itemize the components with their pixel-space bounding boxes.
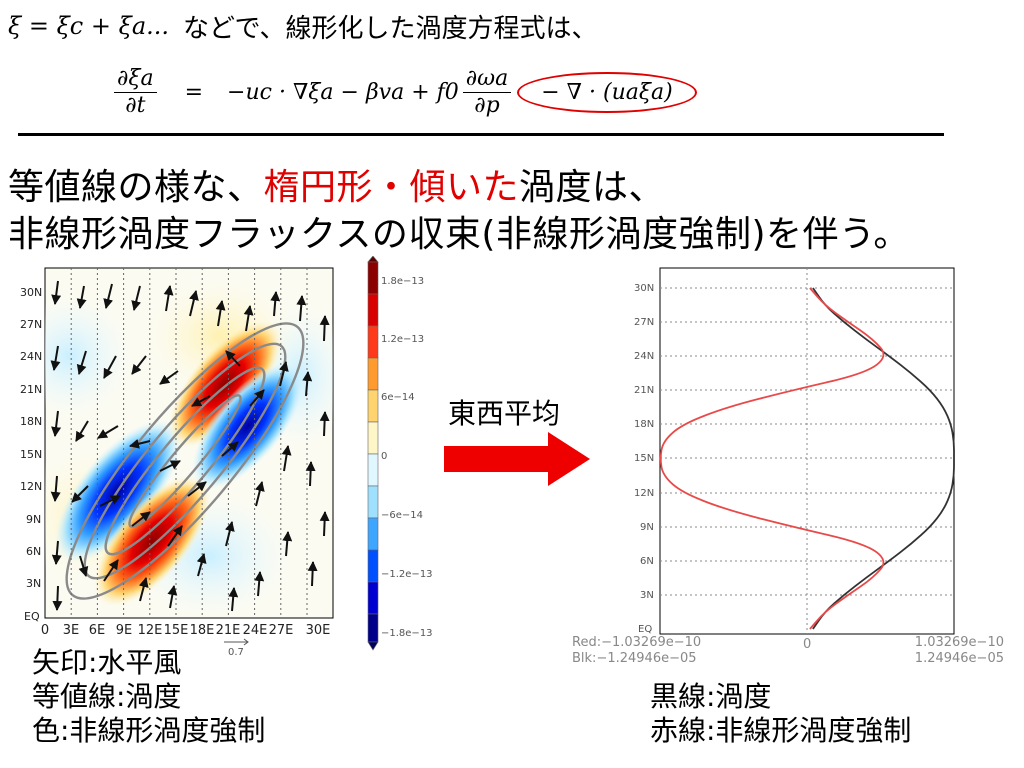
colorbar: 1.8e−13 1.2e−13 6e−14 0 −6e−14 −1.2e−13 … [367, 256, 433, 651]
profile-range-labels: Red:−1.03269e−10 Blk:−1.24946e−05 0 1.03… [572, 635, 1004, 666]
vector-reference: 0.7 [224, 638, 249, 658]
lhs-denominator: ∂t [125, 92, 146, 118]
blk-range-label: Blk:−1.24946e−05 [572, 651, 697, 666]
cbar-label-3: 6e−14 [381, 392, 415, 403]
right-captions: 黒線:渦度 赤線:非線形渦度強制 [650, 680, 911, 748]
map-ytick-15N: 15N [20, 448, 42, 461]
prof-ytick-30N: 30N [634, 283, 654, 294]
map-ytick-12N: 12N [20, 480, 42, 493]
map-xtick-9E: 9E [116, 623, 133, 638]
profile-y-ticks: 30N 27N 24N 21N 18N 15N 12N 9N 6N 3N EQ [634, 283, 654, 635]
rhs-numerator: ∂ωa [462, 66, 512, 93]
headline-2: 非線形渦度フラックスの収束(非線形渦度強制)を伴う。 [8, 214, 910, 255]
prof-ytick-24N: 24N [634, 351, 654, 362]
map-ytick-27N: 27N [20, 318, 42, 331]
headline-1b: 渦度は、 [519, 167, 666, 208]
cbar-label-2: 1.2e−13 [381, 334, 424, 345]
wind-arrows [50, 280, 330, 612]
intro-line: ξ = ξc + ξa... などで、線形化した渦度方程式は、 [8, 6, 597, 46]
prof-ytick-27N: 27N [634, 317, 654, 328]
map-ytick-EQ: EQ [24, 610, 40, 623]
prof-ytick-21N: 21N [634, 385, 654, 396]
lhs-fraction: ∂ξa ∂t [114, 66, 157, 118]
rhs-terms: −uc · ∇ξa − βva + f0 [227, 79, 459, 105]
prof-ytick-EQ: EQ [638, 624, 652, 635]
divider-line [18, 133, 944, 136]
map-xtick-18E: 18E [190, 623, 215, 638]
vector-ref-label: 0.7 [228, 647, 244, 658]
prof-ytick-18N: 18N [634, 419, 654, 430]
vorticity-map-plot: 30N 27N 24N 21N 18N 15N 12N 9N 6N 3N EQ … [20, 267, 334, 658]
map-x-ticks: 0 3E 6E 9E 12E 15E 18E 21E 24E 27E 30E [41, 623, 331, 638]
headline-1a: 等値線の様な、 [8, 167, 264, 208]
headline-line-1: 等値線の様な、楕円形・傾いた渦度は、 [8, 158, 665, 210]
map-xtick-27E: 27E [269, 623, 294, 638]
left-captions: 矢印:水平風 等値線:渦度 色:非線形渦度強制 [32, 646, 265, 748]
cbar-label-4: 0 [381, 451, 387, 462]
colorbar-labels: 1.8e−13 1.2e−13 6e−14 0 −6e−14 −1.2e−13 … [381, 276, 433, 639]
red-max-label: 1.03269e−10 [915, 635, 1004, 650]
pos-anomaly-upper [168, 320, 282, 448]
map-xtick-24E: 24E [243, 623, 268, 638]
prof-ytick-6N: 6N [640, 556, 654, 567]
vorticity-contours [65, 322, 305, 600]
map-ytick-9N: 9N [26, 513, 41, 526]
prof-ytick-3N: 3N [640, 590, 654, 601]
cbar-label-5: −6e−14 [381, 510, 423, 521]
map-ytick-24N: 24N [20, 350, 42, 363]
cbar-label-6: −1.2e−13 [381, 569, 433, 580]
equals-sign: = [184, 79, 204, 105]
x-zero-label: 0 [803, 637, 811, 652]
map-y-ticks: 30N 27N 24N 21N 18N 15N 12N 9N 6N 3N EQ [20, 286, 42, 623]
prof-ytick-9N: 9N [640, 522, 654, 533]
map-ytick-6N: 6N [26, 545, 41, 558]
cbar-label-1: 1.8e−13 [381, 276, 424, 287]
red-range-label: Red:−1.03269e−10 [572, 635, 701, 650]
caption-black-line: 黒線:渦度 [650, 680, 772, 713]
map-xtick-3E: 3E [63, 623, 80, 638]
cbar-label-7: −1.8e−13 [381, 628, 433, 639]
intro-text: などで、線形化した渦度方程式は、 [183, 13, 598, 44]
map-ytick-18N: 18N [20, 415, 42, 428]
profile-grid [660, 268, 954, 634]
blk-max-label: 1.24946e−05 [915, 651, 1004, 666]
prof-ytick-15N: 15N [634, 453, 654, 464]
zonal-mean-arrow-icon [444, 432, 590, 486]
caption-colors: 色:非線形渦度強制 [32, 714, 266, 747]
map-xtick-0: 0 [41, 623, 49, 638]
caption-arrows: 矢印:水平風 [32, 646, 182, 679]
circled-term: − ∇ · (uaξa) [517, 71, 697, 113]
map-xtick-21E: 21E [216, 623, 241, 638]
pos-anomaly-lower [93, 475, 211, 607]
map-xtick-12E: 12E [138, 623, 163, 638]
map-shading [45, 268, 333, 618]
colorbar-segments [367, 256, 379, 651]
headline-1-highlight: 楕円形・傾いた [263, 167, 520, 208]
map-ytick-30N: 30N [20, 286, 42, 299]
zonal-mean-profile-plot: 30N 27N 24N 21N 18N 15N 12N 9N 6N 3N EQ … [572, 267, 1004, 666]
lhs-numerator: ∂ξa [114, 66, 157, 93]
intro-math: ξ = ξc + ξa... [8, 12, 170, 40]
zonal-mean-label: 東西平均 [448, 397, 561, 430]
prof-ytick-12N: 12N [634, 488, 654, 499]
map-xtick-15E: 15E [164, 623, 189, 638]
map-ytick-21N: 21N [20, 383, 42, 396]
caption-red-line: 赤線:非線形渦度強制 [650, 714, 912, 747]
map-xtick-30E: 30E [306, 623, 331, 638]
map-ytick-3N: 3N [26, 577, 41, 590]
rhs-fraction: ∂ωa ∂p [462, 66, 512, 118]
vorticity-equation: ∂ξa ∂t = −uc · ∇ξa − βva + f0 ∂ωa ∂p − ∇… [110, 58, 697, 126]
forcing-curve-red [659, 287, 885, 630]
rhs-denominator: ∂p [474, 92, 500, 118]
headline-line-2: 非線形渦度フラックスの収束(非線形渦度強制)を伴う。 [8, 205, 910, 257]
caption-contours: 等値線:渦度 [32, 680, 182, 713]
map-xtick-6E: 6E [89, 623, 106, 638]
